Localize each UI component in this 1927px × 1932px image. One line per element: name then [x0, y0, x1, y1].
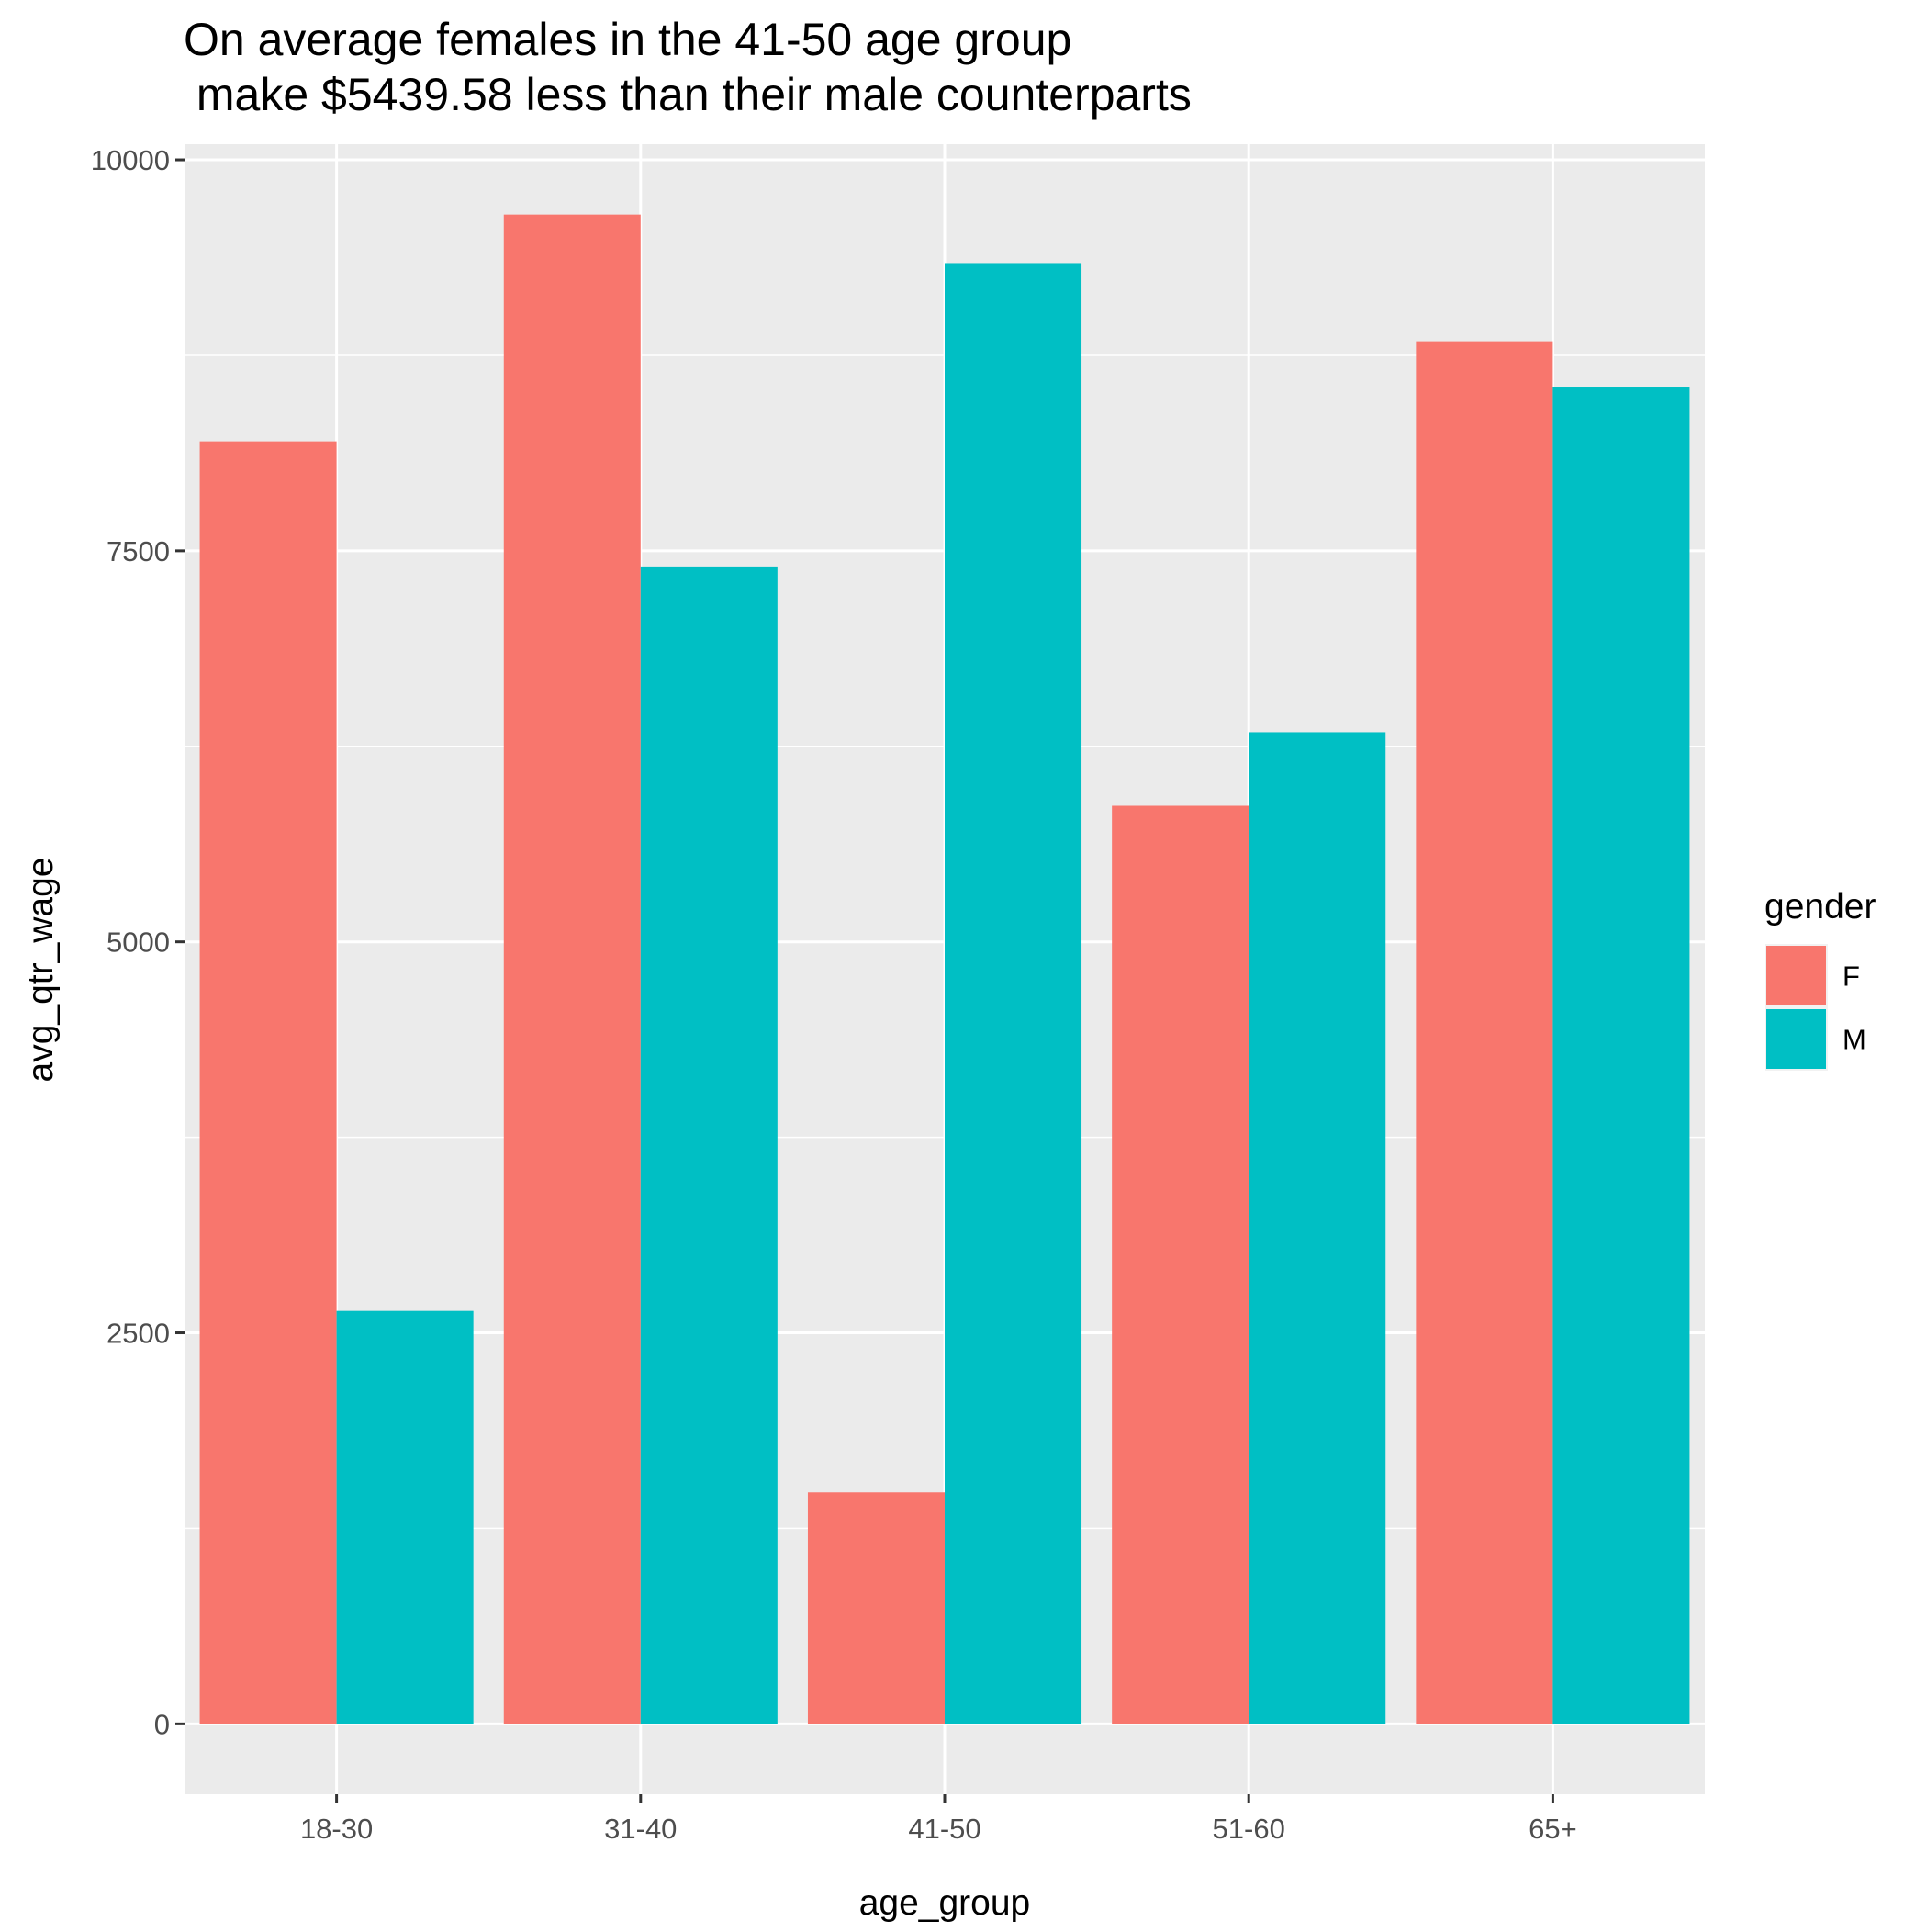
legend-title: gender [1765, 887, 1876, 927]
y-tick-label: 5000 [106, 927, 170, 959]
x-tick-label: 18-30 [300, 1813, 373, 1845]
x-tick-label: 65+ [1529, 1813, 1577, 1845]
x-tick-label: 31-40 [604, 1813, 677, 1845]
y-tick-label: 2500 [106, 1318, 170, 1350]
bars [199, 214, 1690, 1724]
legend-swatch-F [1766, 946, 1826, 1005]
y-tick-label: 10000 [91, 144, 170, 176]
x-tick-label: 51-60 [1213, 1813, 1285, 1845]
y-axis: 0 2500 5000 7500 10000 [91, 144, 185, 1740]
bar-F-31-40 [503, 214, 641, 1724]
bar-F-18-30 [199, 441, 337, 1724]
bar-M-18-30 [336, 1310, 474, 1724]
chart-title-line-1: On average females in the 41-50 age grou… [184, 14, 1071, 65]
bar-M-65+ [1552, 387, 1690, 1724]
y-tick-label: 7500 [106, 535, 170, 567]
y-axis-title: avg_qtr_wage [21, 857, 61, 1082]
x-axis-title: age_group [859, 1883, 1031, 1923]
chart-title-line-2: make $5439.58 less than their male count… [184, 69, 1192, 120]
bar-M-41-50 [945, 263, 1082, 1724]
bar-F-65+ [1416, 341, 1553, 1724]
legend-swatch-M [1766, 1009, 1826, 1069]
bar-F-51-60 [1112, 805, 1249, 1724]
x-axis: 18-30 31-40 41-50 51-60 65+ [300, 1794, 1577, 1845]
legend-label-M: M [1843, 1024, 1866, 1056]
bar-M-31-40 [640, 566, 778, 1724]
bar-F-41-50 [807, 1492, 945, 1724]
x-tick-label: 41-50 [908, 1813, 980, 1845]
bar-M-51-60 [1249, 732, 1386, 1724]
y-tick-label: 0 [154, 1708, 170, 1740]
legend-label-F: F [1843, 960, 1860, 993]
legend: gender FM [1765, 887, 1876, 1071]
